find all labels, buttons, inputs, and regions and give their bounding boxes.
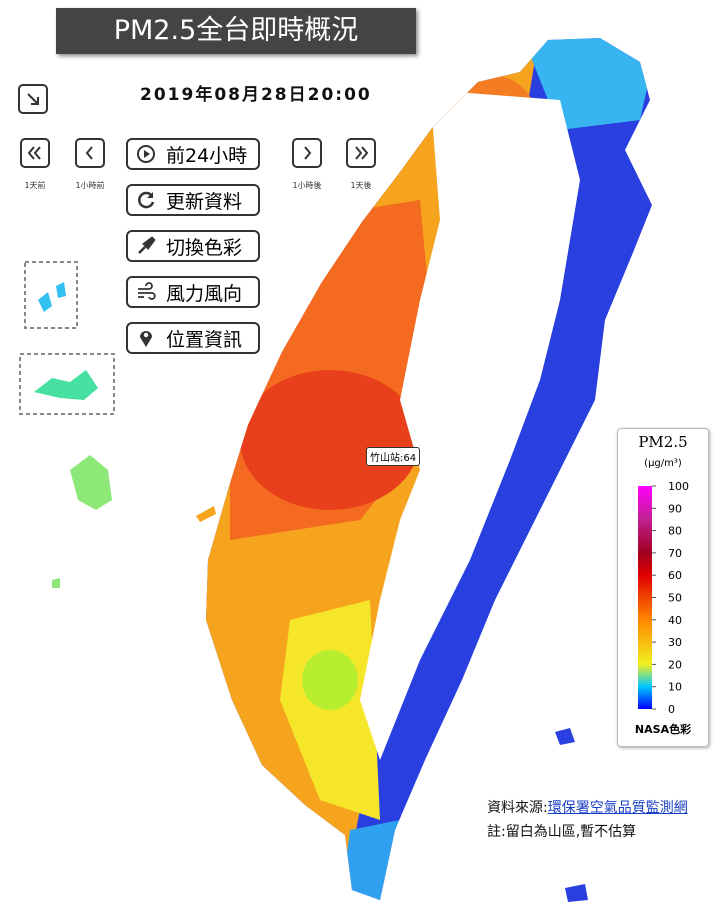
legend-tick-label: 10 — [668, 681, 682, 694]
title: PM2.5全台即時概況 — [56, 8, 416, 54]
legend-unit: (μg/m³) — [644, 458, 682, 469]
datetime: 2019年08月28日20:00 — [140, 85, 372, 105]
legend: PM2.5 (μg/m³) NASA色彩 100 90 80 70 60 50 40 30 20… — [617, 428, 709, 747]
legend-tick-label: 80 — [668, 525, 682, 538]
note: 註:留白為山區,暫不估算 — [487, 824, 637, 840]
button-label: 風力風向 — [166, 282, 243, 305]
button-label: 更新資料 — [166, 190, 243, 213]
color-button[interactable]: 切換色彩 — [126, 230, 260, 262]
legend-tick-label: 70 — [668, 547, 682, 560]
collapse-button[interactable] — [18, 84, 48, 114]
legend-tick-label: 40 — [668, 614, 682, 627]
nav-label: 1小時前 — [75, 181, 105, 190]
nav-label: 1天前 — [24, 181, 46, 190]
hour-forward-button[interactable] — [292, 138, 322, 168]
legend-tick-label: 0 — [668, 703, 675, 716]
button-label: 前24小時 — [166, 144, 248, 167]
hour-back-button[interactable] — [75, 138, 105, 168]
day-back-button[interactable] — [20, 138, 50, 168]
button-label: 切換色彩 — [166, 236, 243, 259]
legend-title: PM2.5 — [638, 433, 687, 451]
color-bar — [638, 486, 652, 709]
legend-tick-label: 60 — [668, 569, 682, 582]
legend-tick-label: 20 — [668, 658, 682, 671]
legend-scale: PM2.5 (μg/m³) NASA色彩 1009080706050403020… — [635, 433, 691, 736]
legend-tick-label: 100 — [668, 480, 689, 493]
station-label: 竹山站:64 — [366, 447, 421, 466]
footer: 資料來源:環保署空氣品質監測網 註:留白為山區,暫不估算 — [487, 796, 688, 844]
button-label: 位置資訊 — [166, 328, 243, 351]
legend-scheme: NASA色彩 — [635, 722, 691, 736]
wind-button[interactable]: 風力風向 — [126, 276, 260, 308]
day-forward-button[interactable] — [346, 138, 376, 168]
nav-label: 1天後 — [350, 181, 372, 190]
source-link[interactable]: 環保署空氣品質監測網 — [547, 800, 688, 816]
source-line: 資料來源:環保署空氣品質監測網 — [487, 796, 688, 820]
location-button[interactable]: 位置資訊 — [126, 322, 260, 354]
legend-tick-label: 90 — [668, 502, 682, 515]
legend-tick-label: 50 — [668, 592, 682, 605]
history-button[interactable]: 前24小時 — [126, 138, 260, 170]
source-label: 資料來源: — [487, 800, 548, 816]
refresh-button[interactable]: 更新資料 — [126, 184, 260, 216]
nav-label: 1小時後 — [292, 181, 322, 190]
legend-tick-label: 30 — [668, 636, 682, 649]
